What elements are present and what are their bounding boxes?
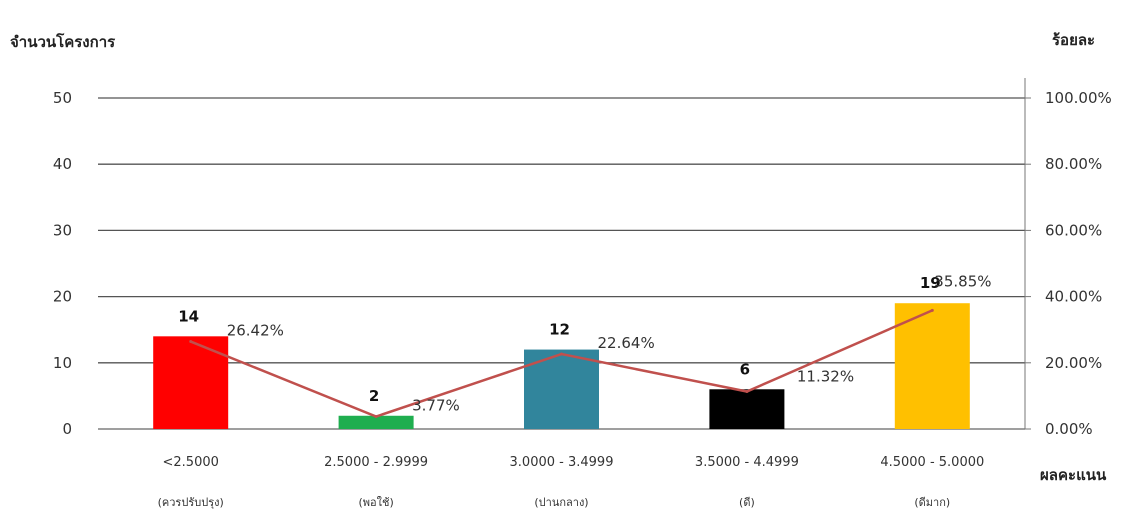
y-left-tick-label: 50	[53, 89, 72, 107]
gridlines	[98, 97, 1025, 364]
percent-point	[189, 340, 193, 344]
category-label: 3.0000 - 3.4999	[510, 455, 614, 470]
y-left-tick-label: 0	[62, 420, 72, 438]
percent-label: 22.64%	[598, 334, 655, 352]
category-sublabel: (ดีมาก)	[914, 496, 950, 509]
y-right-tick-label: 40.00%	[1045, 288, 1102, 306]
y-left-axis-title: จำนวนโครงการ	[10, 32, 116, 51]
category-label: 4.5000 - 5.0000	[880, 455, 984, 470]
bar-value-label: 2	[369, 387, 379, 405]
percent-label: 3.77%	[412, 397, 460, 415]
category-sublabel: (พอใช้)	[358, 496, 393, 509]
y-right-tick-label: 60.00%	[1045, 221, 1102, 239]
y-right-tick-label: 20.00%	[1045, 354, 1102, 372]
bar	[338, 415, 414, 429]
labels: 0 10 20 30 40 50 0.00% 20.00% 40.00% 60.00% 80.00%…	[53, 89, 1112, 509]
percent-line	[189, 308, 934, 419]
bar-value-label: 19	[920, 274, 941, 292]
y-right-tick-label: 80.00%	[1045, 155, 1102, 173]
category-sublabel: (ควรปรับปรุง)	[158, 496, 224, 509]
category-label: 2.5000 - 2.9999	[324, 455, 428, 470]
percent-point	[560, 352, 563, 356]
bar	[524, 349, 599, 429]
category-sublabel: (ดี)	[739, 496, 755, 509]
percent-label: 35.85%	[934, 272, 991, 290]
bar-value-label: 14	[178, 307, 199, 325]
x-axis-title: ผลคะแนน	[1040, 466, 1107, 484]
bar	[894, 303, 970, 429]
category-label: 3.5000 - 4.4999	[695, 455, 799, 470]
bar	[153, 336, 229, 429]
y-right-tick-label: 100.00%	[1045, 89, 1112, 107]
y-left-tick-label: 10	[53, 354, 72, 372]
category-label: <2.5000	[163, 455, 219, 470]
bars	[153, 303, 970, 429]
y-right-tick-label: 0.00%	[1045, 420, 1093, 438]
category-sublabel: (ปานกลาง)	[534, 496, 588, 509]
y-left-tick-label: 30	[53, 221, 72, 239]
percent-label: 11.32%	[797, 368, 854, 386]
bar-value-label: 6	[740, 360, 750, 378]
y-left-tick-label: 20	[53, 288, 72, 306]
percent-label: 26.42%	[227, 322, 284, 340]
y-right-axis-title: ร้อยละ	[1052, 31, 1095, 49]
bar-value-label: 12	[549, 321, 570, 339]
bar	[709, 389, 785, 429]
percent-point	[930, 308, 934, 312]
percent-point	[745, 390, 749, 394]
y-left-tick-label: 40	[53, 155, 72, 173]
percent-point	[374, 415, 378, 419]
